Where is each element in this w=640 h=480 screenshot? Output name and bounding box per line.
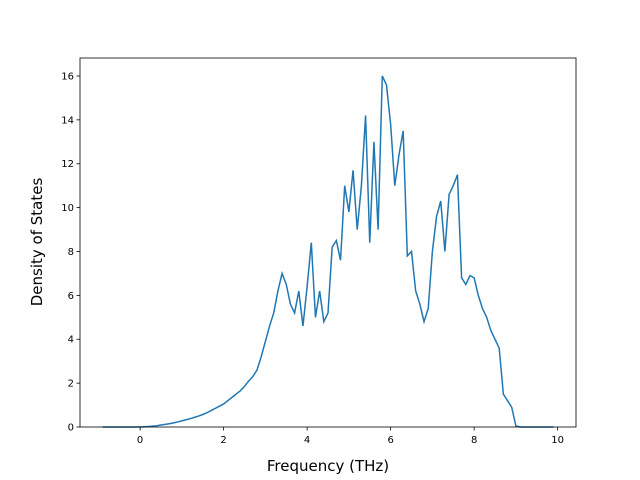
y-tick-label: 16 [61, 71, 74, 82]
y-tick-label: 14 [61, 115, 74, 126]
plot-frame [79, 57, 577, 428]
y-tick-label: 0 [68, 423, 74, 434]
y-tick-label: 10 [61, 203, 74, 214]
line [102, 75, 554, 428]
x-tick-label: 2 [220, 435, 226, 446]
y-tick-label: 12 [61, 159, 74, 170]
x-axis-label: Frequency (THz) [267, 457, 389, 475]
x-tick-label: 8 [471, 435, 477, 446]
y-tick-label: 4 [68, 335, 74, 346]
x-tick-label: 0 [137, 435, 143, 446]
x-tick-label: 10 [551, 435, 564, 446]
y-tick-label: 8 [68, 247, 74, 258]
x-tick-label: 6 [387, 435, 393, 446]
x-tick-label: 4 [304, 435, 310, 446]
y-axis-label: Density of States [28, 178, 46, 307]
y-tick-label: 2 [68, 379, 74, 390]
y-tick-label: 6 [68, 291, 74, 302]
